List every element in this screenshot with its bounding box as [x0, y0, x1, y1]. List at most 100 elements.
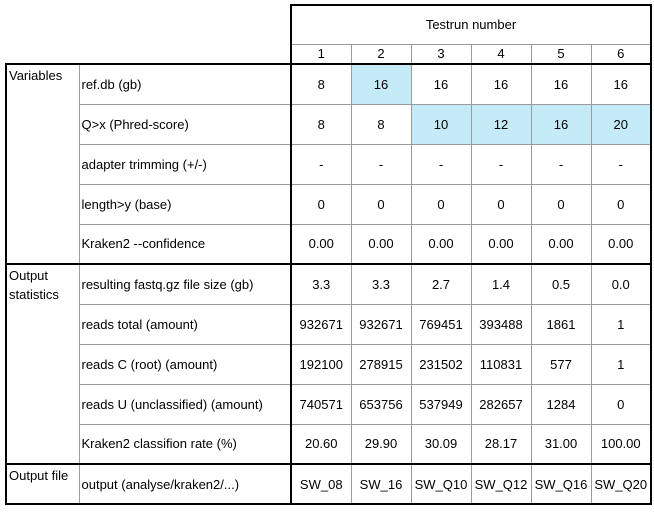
value-cell: 16: [410, 63, 472, 105]
row-label: Kraken2 --confidence: [78, 223, 292, 265]
header-title-row: Testrun number: [6, 4, 652, 65]
value-cell: 16: [470, 63, 532, 105]
row-label: length>y (base): [78, 183, 292, 225]
row-label: reads C (root) (amount): [78, 343, 292, 385]
value-cell: SW_08: [290, 463, 352, 505]
value-cell: 1: [590, 343, 652, 385]
value-cell: 278915: [350, 343, 412, 385]
value-cell: SW_Q20: [590, 463, 652, 505]
row-label: reads U (unclassified) (amount): [78, 383, 292, 425]
run-number: 2: [350, 43, 412, 65]
value-cell: 28.17: [470, 423, 532, 465]
value-cell: 10: [410, 103, 472, 145]
value-cell: 1284: [530, 383, 592, 425]
table-row: Output file output (analyse/kraken2/...) S…: [5, 463, 652, 505]
value-cell: 282657: [470, 383, 532, 425]
value-cell: -: [530, 143, 592, 185]
value-cell: 192100: [290, 343, 352, 385]
value-cell: 0: [590, 183, 652, 225]
value-cell: 2.7: [410, 263, 472, 305]
table-row: adapter trimming (+/-) - - - - - -: [6, 143, 652, 185]
value-cell: 20: [590, 103, 652, 145]
table-row: Output statistics resulting fastq.gz file…: [5, 263, 652, 465]
row-label: adapter trimming (+/-): [78, 143, 292, 185]
run-number: 5: [530, 43, 592, 65]
value-cell: 3.3: [350, 263, 412, 305]
value-cell: 0.00: [530, 223, 592, 265]
results-table: Testrun number 1 2 3 4 5 6 Variables ref.…: [5, 4, 652, 505]
run-number: 4: [470, 43, 532, 65]
value-cell: 231502: [410, 343, 472, 385]
run-number: 1: [290, 43, 352, 65]
value-cell: 0: [590, 383, 652, 425]
value-cell: 653756: [350, 383, 412, 425]
value-cell: -: [290, 143, 352, 185]
value-cell: 8: [290, 103, 352, 145]
value-cell: 30.09: [410, 423, 472, 465]
table-row: length>y (base) 0 0 0 0 0 0: [6, 183, 652, 225]
value-cell: -: [470, 143, 532, 185]
group-label: Variables: [5, 63, 80, 265]
run-number: 6: [590, 43, 652, 65]
value-cell: 932671: [290, 303, 352, 345]
value-cell: 16: [590, 63, 652, 105]
value-cell: 1.4: [470, 263, 532, 305]
group-label: Output statistics: [5, 263, 80, 465]
value-cell: 0: [530, 183, 592, 225]
corner-blank-cell: [6, 5, 292, 65]
value-cell: -: [410, 143, 472, 185]
value-cell: SW_Q16: [530, 463, 592, 505]
value-cell: SW_16: [350, 463, 412, 505]
group-label: Output file: [5, 463, 80, 505]
row-label: ref.db (gb): [78, 63, 292, 105]
row-label: Q>x (Phred-score): [78, 103, 292, 145]
value-cell: 16: [530, 63, 592, 105]
value-cell: 3.3: [290, 263, 352, 305]
value-cell: 393488: [470, 303, 532, 345]
value-cell: 16: [530, 103, 592, 145]
run-number: 3: [410, 43, 472, 65]
value-cell: 769451: [410, 303, 472, 345]
table-row: Kraken2 classifion rate (%) 20.60 29.90 30.…: [6, 423, 652, 465]
value-cell: 110831: [470, 343, 532, 385]
value-cell: SW_Q10: [410, 463, 472, 505]
value-cell: 1861: [530, 303, 592, 345]
table-row: Q>x (Phred-score) 8 8 10 12 16 20: [6, 103, 652, 145]
value-cell: 0: [470, 183, 532, 225]
value-cell: 537949: [410, 383, 472, 425]
value-cell: SW_Q12: [470, 463, 532, 505]
table-row: Kraken2 --confidence 0.00 0.00 0.00 0.00 0.00…: [6, 223, 652, 265]
value-cell: 0.0: [590, 263, 652, 305]
table-row: reads C (root) (amount) 192100 278915 23150…: [6, 343, 652, 385]
value-cell: -: [590, 143, 652, 185]
value-cell: 16: [350, 63, 412, 105]
value-cell: 31.00: [530, 423, 592, 465]
value-cell: 0.00: [350, 223, 412, 265]
row-label: resulting fastq.gz file size (gb): [78, 263, 292, 305]
value-cell: 0.00: [470, 223, 532, 265]
value-cell: 100.00: [590, 423, 652, 465]
testrun-title: Testrun number: [290, 4, 652, 45]
value-cell: 0.00: [290, 223, 352, 265]
value-cell: 740571: [290, 383, 352, 425]
value-cell: 577: [530, 343, 592, 385]
value-cell: 0.5: [530, 263, 592, 305]
value-cell: -: [350, 143, 412, 185]
table-row: Variables ref.db (gb) 8 16 16 16 16 16: [5, 63, 652, 265]
row-label: output (analyse/kraken2/...): [78, 463, 292, 505]
value-cell: 0: [350, 183, 412, 225]
value-cell: 0.00: [410, 223, 472, 265]
value-cell: 0: [290, 183, 352, 225]
value-cell: 1: [590, 303, 652, 345]
value-cell: 0: [410, 183, 472, 225]
table-row: reads U (unclassified) (amount) 740571 653…: [6, 383, 652, 425]
value-cell: 29.90: [350, 423, 412, 465]
value-cell: 12: [470, 103, 532, 145]
value-cell: 0.00: [590, 223, 652, 265]
value-cell: 8: [290, 63, 352, 105]
table-row: reads total (amount) 932671 932671 769451 39…: [6, 303, 652, 345]
value-cell: 932671: [350, 303, 412, 345]
row-label: Kraken2 classifion rate (%): [78, 423, 292, 465]
row-label: reads total (amount): [78, 303, 292, 345]
value-cell: 20.60: [290, 423, 352, 465]
